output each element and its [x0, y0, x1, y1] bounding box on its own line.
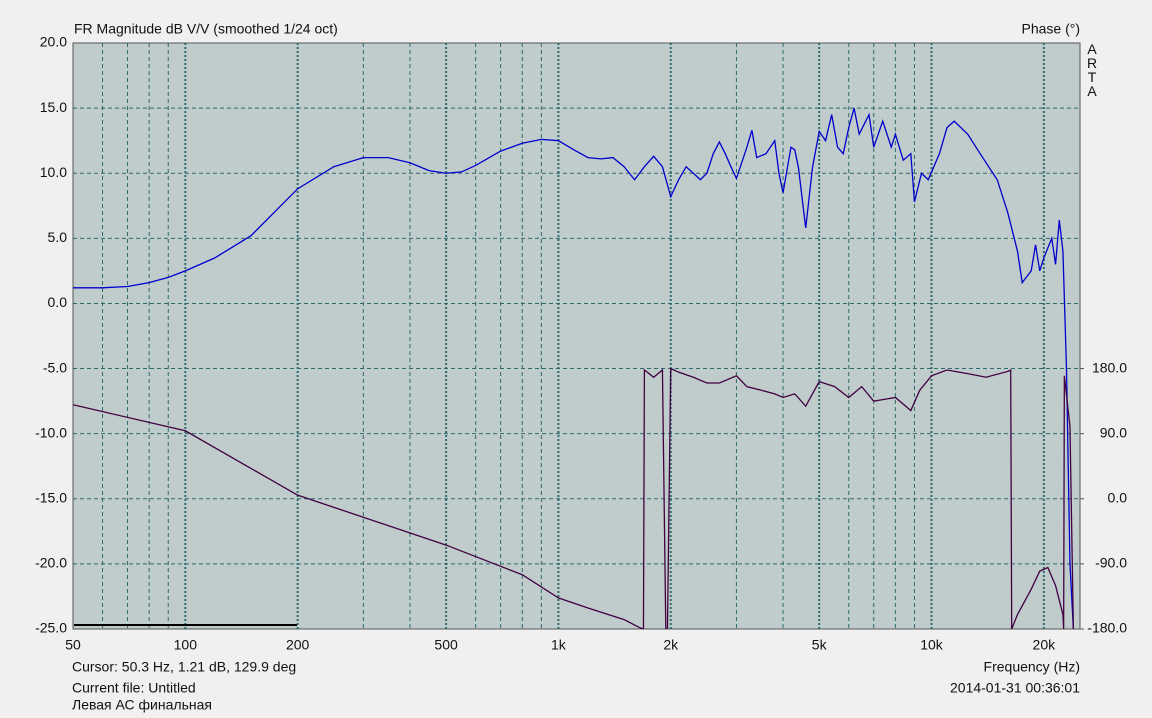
- y-tick-label: 0.0: [48, 294, 68, 310]
- y-tick-label: -20.0: [35, 555, 67, 571]
- y2-tick-label: 90.0: [1100, 424, 1127, 440]
- y-tick-label: 20.0: [40, 34, 67, 50]
- plot-lines: [73, 107, 1075, 629]
- y2-tick-label: 0.0: [1108, 489, 1128, 505]
- x-tick-label: 10k: [920, 637, 944, 653]
- series-line: [73, 107, 1075, 629]
- x-tick-label: 20k: [1033, 637, 1057, 653]
- y2-axis-label: Phase (°): [1021, 21, 1080, 37]
- current-file: Current file: Untitled: [72, 680, 196, 696]
- y2-tick-label: -180.0: [1087, 620, 1127, 636]
- x-tick-label: 1k: [551, 637, 567, 653]
- comment: Левая АС финальная: [72, 697, 212, 713]
- series-line: [73, 367, 1075, 629]
- y2-tick-label: 180.0: [1092, 359, 1127, 375]
- y-tick-label: -15.0: [35, 489, 67, 505]
- x-tick-label: 2k: [663, 637, 679, 653]
- y-tick-label: -10.0: [35, 424, 67, 440]
- y-tick-label: 5.0: [48, 229, 68, 245]
- x-tick-label: 500: [434, 637, 458, 653]
- timestamp: 2014-01-31 00:36:01: [950, 680, 1080, 696]
- cursor-readout: Cursor: 50.3 Hz, 1.21 dB, 129.9 deg: [72, 659, 296, 675]
- x-tick-label: 200: [286, 637, 310, 653]
- x-axis-label: Frequency (Hz): [984, 659, 1080, 675]
- x-tick-label: 100: [174, 637, 198, 653]
- chart-title: FR Magnitude dB V/V (smoothed 1/24 oct): [74, 21, 338, 37]
- y-tick-label: -25.0: [35, 620, 67, 636]
- x-tick-label: 5k: [812, 637, 828, 653]
- y-tick-label: 10.0: [40, 164, 67, 180]
- y2-tick-label: -90.0: [1095, 555, 1127, 571]
- brand: ARTA: [1086, 41, 1098, 99]
- y-tick-label: -5.0: [43, 359, 67, 375]
- plot-area: [72, 42, 1081, 630]
- y-tick-label: 15.0: [40, 99, 67, 115]
- x-tick-label: 50: [65, 637, 81, 653]
